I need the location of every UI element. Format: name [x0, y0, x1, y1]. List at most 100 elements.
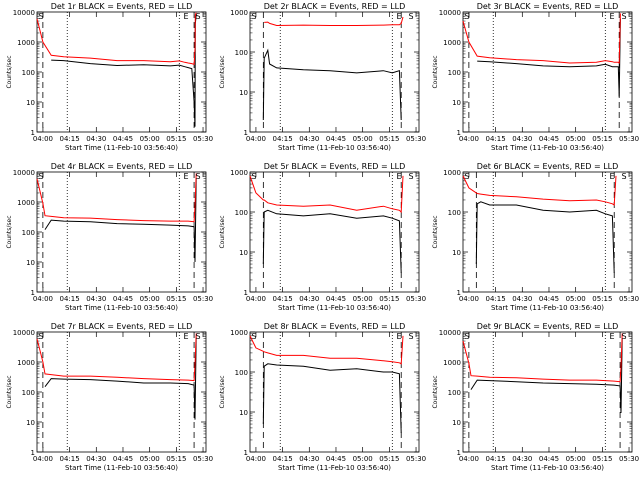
- y-tick-label: 10: [239, 249, 248, 257]
- y-tick-label: 10000: [439, 9, 461, 17]
- events-series-line: [51, 14, 197, 127]
- x-tick-label: 04:15: [273, 135, 293, 143]
- plot-frame: [462, 171, 633, 293]
- x-axis-label: Start Time (11-Feb-10 03:56:40): [491, 304, 604, 312]
- y-tick-label: 1: [244, 129, 248, 137]
- events-series-line: [477, 18, 621, 97]
- x-tick-label: 04:00: [33, 455, 53, 463]
- y-axis-label: Counts/sec: [6, 55, 13, 88]
- chart-svg: Det 6r BLACK = Events, RED = LLD 1 10 100 10…: [432, 162, 639, 312]
- x-tick-label: 04:45: [113, 295, 133, 303]
- marker-label: E: [396, 332, 401, 341]
- chart-title: Det 4r BLACK = Events, RED = LLD: [51, 162, 193, 171]
- x-tick-label: 04:45: [539, 135, 559, 143]
- y-tick-label: 1: [31, 129, 35, 137]
- y-tick-label: 10: [452, 249, 461, 257]
- y-tick-label: 1: [244, 289, 248, 297]
- chart-title: Det 2r BLACK = Events, RED = LLD: [264, 2, 406, 11]
- y-tick-label: 100: [22, 69, 35, 77]
- chart-panel-det-7r: Det 7r BLACK = Events, RED = LLD 1 10 100 10…: [0, 320, 213, 480]
- y-tick-label: 100: [235, 369, 248, 377]
- x-tick-label: 04:15: [60, 135, 80, 143]
- chart-panel-det-8r: Det 8r BLACK = Events, RED = LLD 1 10 100 10…: [213, 320, 426, 480]
- chart-svg: Det 9r BLACK = Events, RED = LLD 1 10 100 10…: [432, 322, 639, 472]
- x-tick-label: 04:30: [512, 135, 532, 143]
- x-tick-label: 04:30: [299, 135, 319, 143]
- x-tick-label: 04:45: [539, 295, 559, 303]
- y-tick-label: 10000: [439, 329, 461, 337]
- marker-label: S: [251, 12, 256, 21]
- y-tick-label: 100: [22, 389, 35, 397]
- x-tick-label: 05:00: [566, 295, 586, 303]
- x-tick-label: 04:00: [459, 135, 479, 143]
- x-tick-label: 04:45: [326, 455, 346, 463]
- x-tick-label: 04:15: [60, 455, 80, 463]
- y-tick-label: 1000: [17, 39, 35, 47]
- x-tick-label: 05:00: [140, 295, 160, 303]
- y-tick-label: 1000: [230, 9, 248, 17]
- x-tick-label: 04:30: [299, 295, 319, 303]
- marker-label: S: [408, 172, 413, 181]
- marker-label: S: [621, 172, 626, 181]
- x-tick-label: 05:15: [592, 455, 612, 463]
- x-tick-label: 05:30: [619, 135, 639, 143]
- y-tick-label: 10: [26, 259, 35, 267]
- chart-panel-det-4r: Det 4r BLACK = Events, RED = LLD 1 10 100 10…: [0, 160, 213, 320]
- x-tick-label: 04:45: [326, 135, 346, 143]
- chart-svg: Det 2r BLACK = Events, RED = LLD 1 10 100 10…: [219, 2, 426, 152]
- x-tick-label: 04:30: [86, 295, 106, 303]
- y-tick-label: 10: [26, 99, 35, 107]
- plot-frame: [36, 331, 207, 453]
- y-axis-label: Counts/sec: [219, 215, 226, 248]
- plot-frame: [462, 11, 633, 133]
- marker-label: S: [464, 332, 469, 341]
- y-tick-label: 100: [235, 209, 248, 217]
- x-tick-label: 05:00: [140, 455, 160, 463]
- chart-panel-det-2r: Det 2r BLACK = Events, RED = LLD 1 10 100 10…: [213, 0, 426, 160]
- x-axis-label: Start Time (11-Feb-10 03:56:40): [278, 144, 391, 152]
- lld-series-line: [36, 333, 197, 382]
- x-tick-label: 04:00: [246, 295, 266, 303]
- x-tick-label: 04:00: [459, 295, 479, 303]
- marker-label: E: [609, 332, 614, 341]
- x-tick-label: 05:15: [166, 135, 186, 143]
- lld-series-line: [462, 333, 623, 383]
- x-tick-label: 05:15: [592, 295, 612, 303]
- x-tick-label: 04:30: [86, 135, 106, 143]
- marker-label: E: [183, 332, 188, 341]
- y-tick-label: 1000: [443, 359, 461, 367]
- x-tick-label: 04:30: [86, 455, 106, 463]
- chart-title: Det 1r BLACK = Events, RED = LLD: [51, 2, 193, 11]
- x-tick-label: 04:45: [113, 135, 133, 143]
- x-axis-label: Start Time (11-Feb-10 03:56:40): [278, 464, 391, 472]
- x-tick-label: 05:00: [353, 135, 373, 143]
- y-tick-label: 100: [235, 49, 248, 57]
- x-axis-label: Start Time (11-Feb-10 03:56:40): [65, 144, 178, 152]
- y-tick-label: 10000: [13, 9, 35, 17]
- x-tick-label: 05:30: [193, 295, 213, 303]
- marker-label: E: [609, 12, 614, 21]
- chart-title: Det 7r BLACK = Events, RED = LLD: [51, 322, 193, 331]
- plot-frame: [249, 171, 420, 293]
- events-series-line: [475, 201, 615, 273]
- chart-title: Det 3r BLACK = Events, RED = LLD: [477, 2, 619, 11]
- x-tick-label: 05:30: [619, 455, 639, 463]
- y-tick-label: 10000: [13, 329, 35, 337]
- y-axis-label: Counts/sec: [219, 55, 226, 88]
- y-tick-label: 100: [22, 229, 35, 237]
- lld-series-line: [462, 175, 617, 206]
- y-axis-label: Counts/sec: [6, 375, 13, 408]
- marker-label: S: [195, 12, 200, 21]
- lld-series-line: [36, 12, 197, 65]
- y-tick-label: 1000: [230, 329, 248, 337]
- chart-svg: Det 1r BLACK = Events, RED = LLD 1 10 100 10…: [6, 2, 213, 152]
- x-tick-label: 05:30: [193, 455, 213, 463]
- chart-svg: Det 3r BLACK = Events, RED = LLD 1 10 100 10…: [432, 2, 639, 152]
- y-tick-label: 10: [452, 419, 461, 427]
- x-tick-label: 05:00: [353, 295, 373, 303]
- chart-svg: Det 8r BLACK = Events, RED = LLD 1 10 100 10…: [219, 322, 426, 472]
- marker-label: S: [38, 332, 43, 341]
- chart-panel-det-5r: Det 5r BLACK = Events, RED = LLD 1 10 100 10…: [213, 160, 426, 320]
- plot-frame: [36, 11, 207, 133]
- lld-series-line: [36, 173, 197, 223]
